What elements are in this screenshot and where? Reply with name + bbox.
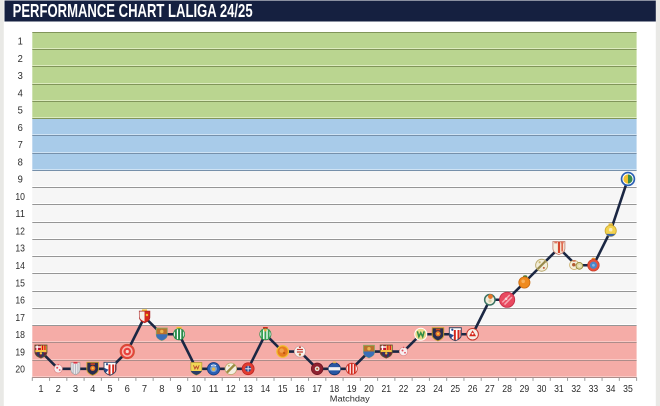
svg-text:11: 11 — [209, 384, 219, 395]
svg-text:17: 17 — [15, 313, 25, 324]
svg-text:13: 13 — [15, 244, 25, 255]
svg-text:5: 5 — [107, 384, 113, 395]
svg-text:31: 31 — [554, 384, 564, 395]
svg-text:6: 6 — [18, 123, 24, 134]
svg-text:27: 27 — [485, 384, 495, 395]
svg-text:9: 9 — [176, 384, 182, 395]
svg-text:18: 18 — [15, 330, 25, 341]
svg-text:32: 32 — [571, 384, 581, 395]
svg-text:18: 18 — [330, 384, 340, 395]
svg-text:9: 9 — [18, 175, 24, 186]
svg-text:8: 8 — [159, 384, 165, 395]
svg-text:23: 23 — [416, 384, 426, 395]
svg-text:8: 8 — [18, 157, 24, 168]
svg-text:4: 4 — [18, 88, 24, 99]
svg-text:Matchday: Matchday — [330, 395, 371, 404]
svg-text:29: 29 — [520, 384, 530, 395]
svg-text:16: 16 — [295, 384, 305, 395]
svg-text:16: 16 — [15, 296, 25, 307]
svg-text:15: 15 — [15, 278, 25, 289]
svg-text:20: 20 — [364, 384, 374, 395]
svg-text:34: 34 — [606, 384, 616, 395]
svg-text:4: 4 — [90, 384, 96, 395]
svg-text:24: 24 — [433, 384, 443, 395]
svg-text:12: 12 — [226, 384, 236, 395]
svg-text:1: 1 — [18, 37, 24, 48]
svg-text:3: 3 — [73, 384, 79, 395]
svg-text:20: 20 — [15, 365, 25, 376]
svg-text:10: 10 — [15, 192, 25, 203]
svg-text:35: 35 — [623, 384, 633, 395]
svg-text:6: 6 — [125, 384, 131, 395]
svg-text:14: 14 — [261, 384, 271, 395]
svg-text:5: 5 — [18, 106, 24, 117]
svg-text:19: 19 — [15, 347, 25, 358]
svg-text:28: 28 — [502, 384, 512, 395]
svg-text:21: 21 — [381, 384, 391, 395]
svg-text:2: 2 — [56, 384, 62, 395]
svg-text:15: 15 — [278, 384, 288, 395]
svg-text:10: 10 — [192, 384, 202, 395]
svg-text:1: 1 — [38, 384, 44, 395]
svg-text:22: 22 — [399, 384, 409, 395]
svg-text:33: 33 — [589, 384, 599, 395]
svg-text:25: 25 — [451, 384, 461, 395]
svg-text:17: 17 — [312, 384, 322, 395]
svg-text:26: 26 — [468, 384, 478, 395]
svg-text:19: 19 — [347, 384, 357, 395]
svg-text:30: 30 — [537, 384, 547, 395]
svg-text:3: 3 — [18, 71, 24, 82]
svg-text:11: 11 — [15, 209, 25, 220]
svg-text:13: 13 — [243, 384, 253, 395]
svg-text:7: 7 — [18, 140, 24, 151]
svg-text:12: 12 — [15, 226, 25, 237]
svg-text:2: 2 — [18, 54, 24, 65]
svg-text:14: 14 — [15, 261, 25, 272]
svg-text:7: 7 — [142, 384, 148, 395]
svg-text:PERFORMANCE CHART LALIGA 24/25: PERFORMANCE CHART LALIGA 24/25 — [13, 1, 253, 21]
